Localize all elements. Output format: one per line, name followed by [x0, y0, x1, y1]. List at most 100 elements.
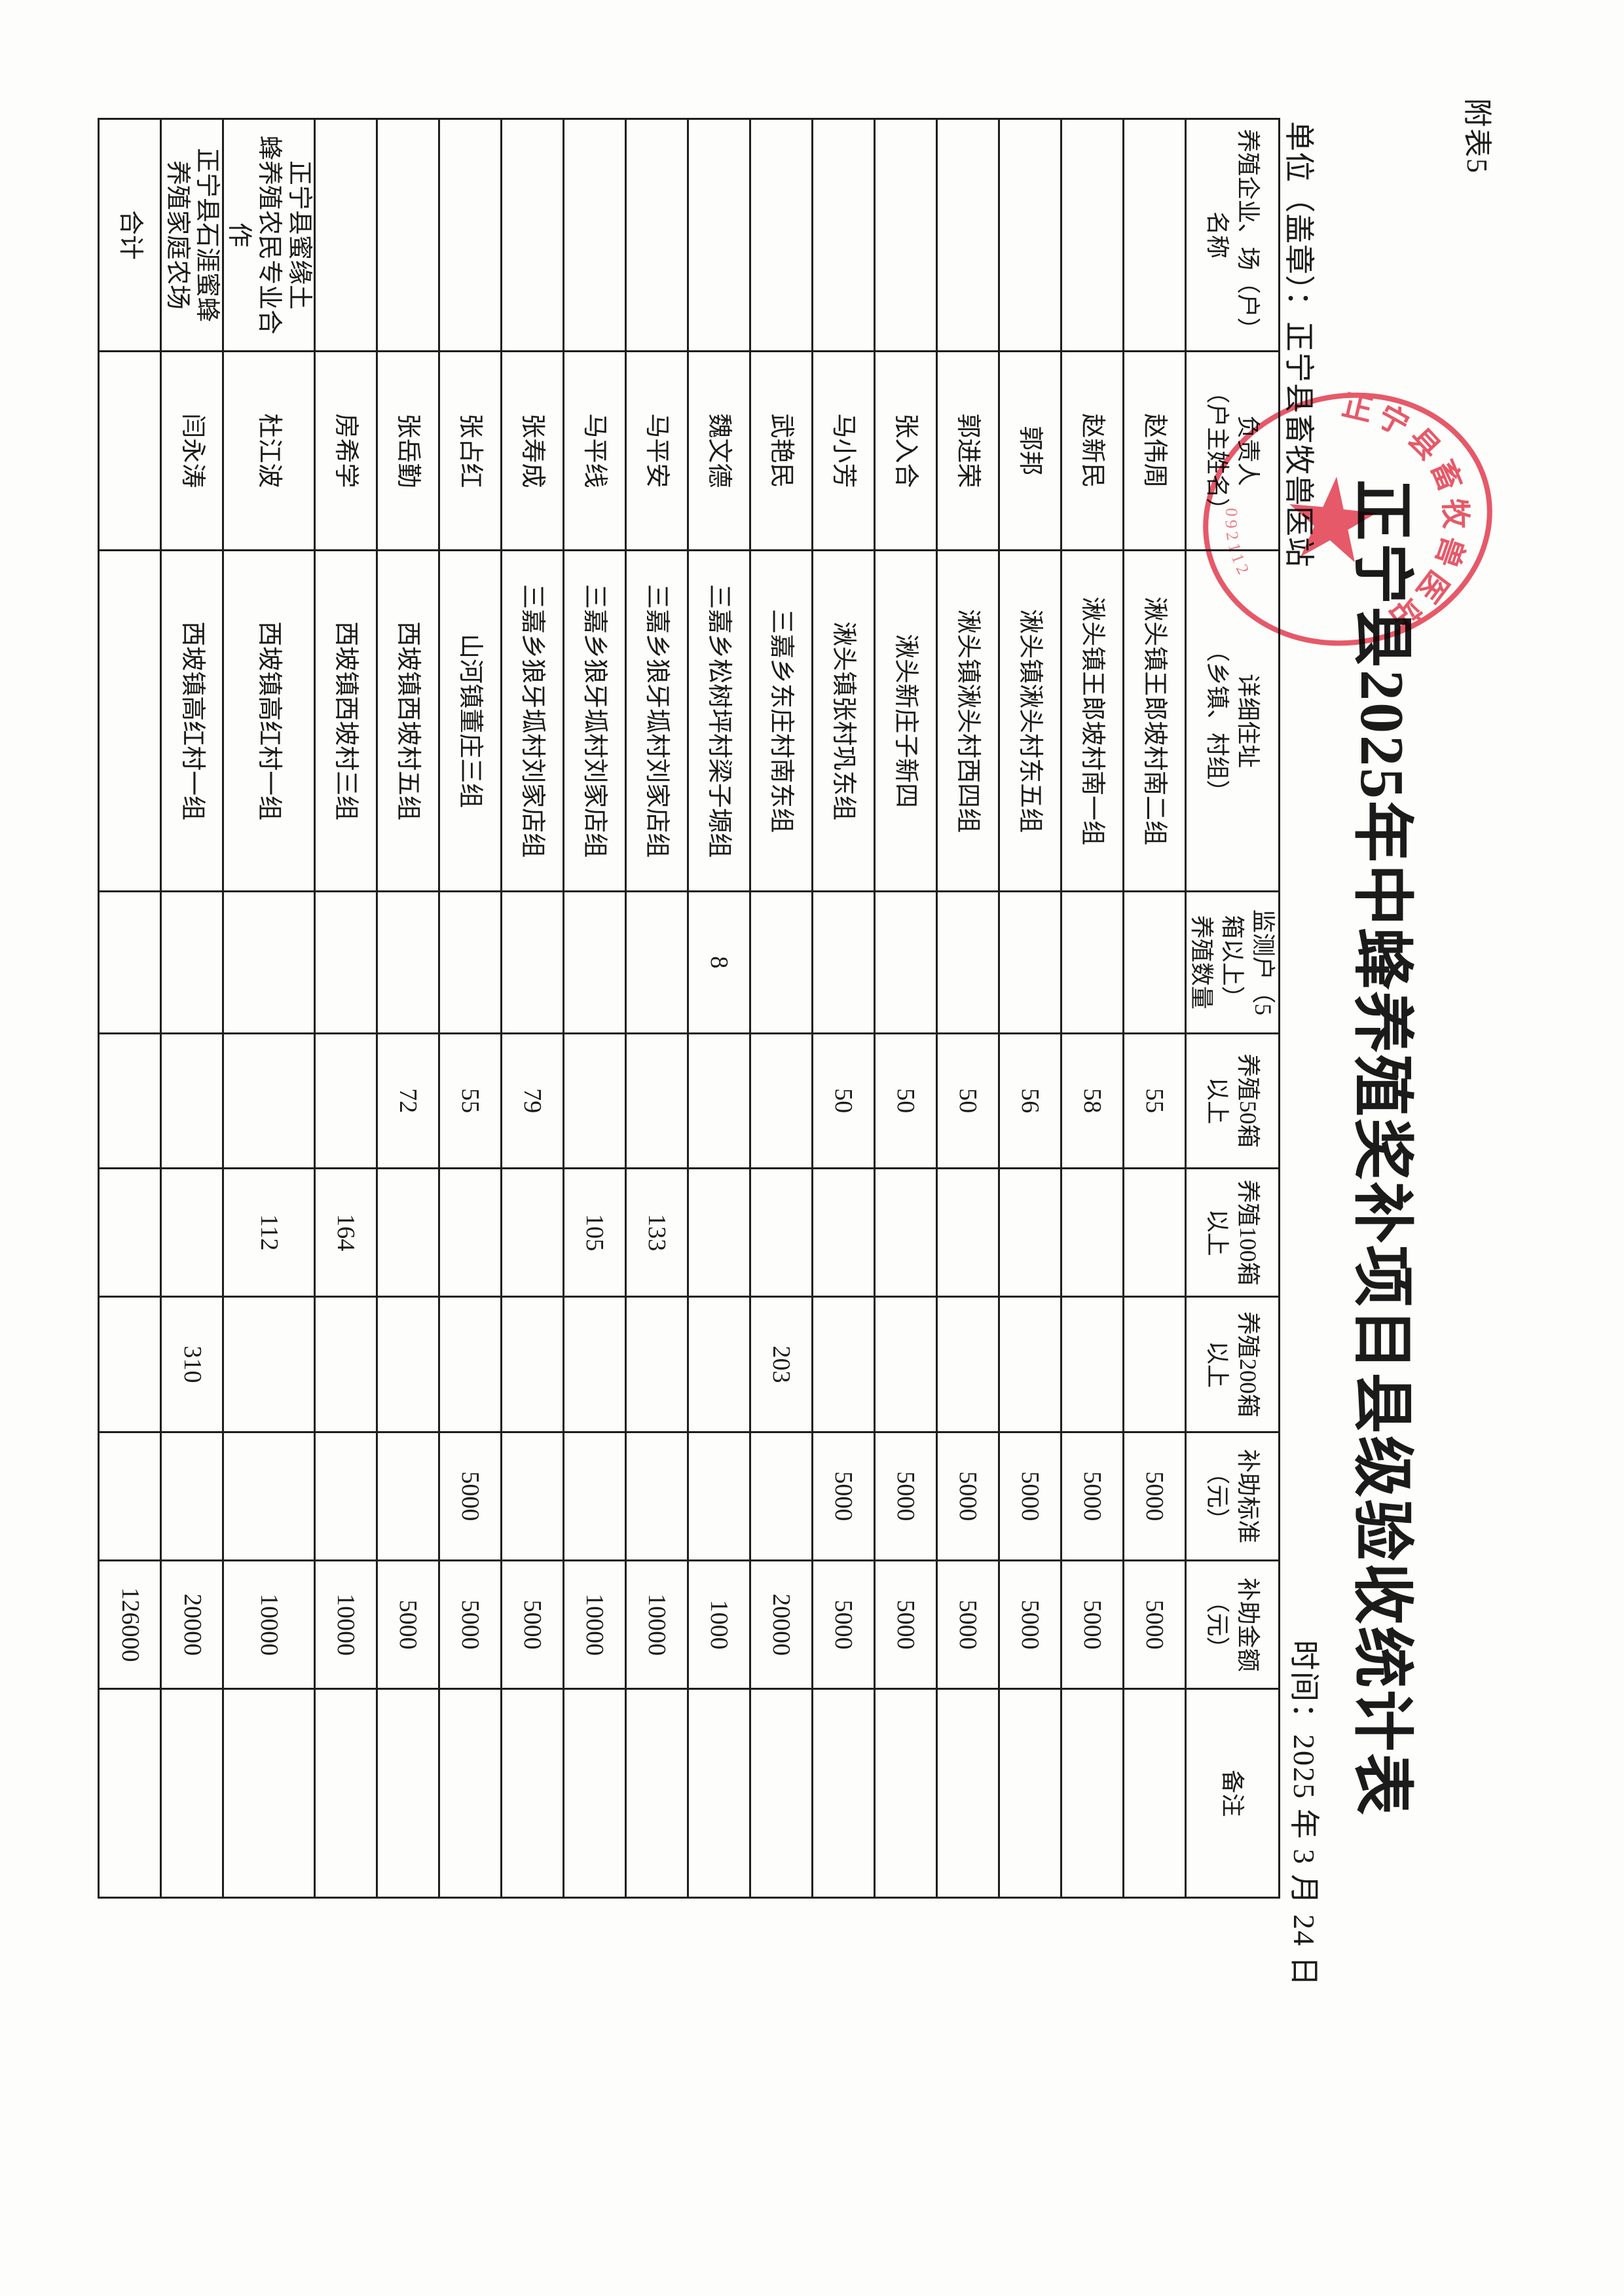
- box200-cell: [1123, 1296, 1186, 1432]
- address-cell: 三嘉乡狼牙坬村刘家店组: [563, 550, 626, 892]
- note-cell: [1123, 1688, 1186, 1898]
- standard-cell: 5000: [1061, 1432, 1124, 1561]
- date-line: 时间：2025 年 3 月 24 日: [1285, 1640, 1328, 1988]
- note-cell: [812, 1688, 875, 1898]
- box100-cell: 164: [314, 1168, 377, 1297]
- address-cell: 湫头新庄子新四: [874, 550, 937, 892]
- address-cell: 西坡镇西坡村三组: [314, 550, 377, 892]
- standard-cell: [314, 1432, 377, 1561]
- amount-cell: 5000: [812, 1560, 875, 1689]
- person-cell: 房希学: [314, 351, 377, 551]
- box100-cell: 105: [563, 1168, 626, 1297]
- standard-cell: 5000: [999, 1432, 1061, 1561]
- enterprise-cell: [501, 118, 564, 352]
- enterprise-cell: [439, 118, 502, 352]
- box50-cell: 55: [439, 1033, 502, 1169]
- total-row: 合计 126000: [98, 118, 161, 1898]
- box200-cell: [501, 1296, 564, 1432]
- box200-cell: [223, 1296, 315, 1432]
- box50-cell: [625, 1033, 688, 1169]
- table-row: 张占红 山河镇董庄三组 55 5000 5000: [439, 118, 502, 1898]
- enterprise-cell: [314, 118, 377, 352]
- note-cell: [439, 1688, 502, 1898]
- note-cell: [377, 1688, 439, 1898]
- table-row: 郭邦 湫头镇湫头村东五组 56 5000 5000: [999, 118, 1061, 1898]
- monitor-cell: [223, 891, 315, 1034]
- person-cell: 郭邦: [999, 351, 1061, 551]
- enterprise-cell: [377, 118, 439, 352]
- box50-cell: 72: [377, 1033, 439, 1169]
- box50-cell: 79: [501, 1033, 564, 1169]
- amount-cell: 10000: [223, 1560, 315, 1689]
- box200-cell: [812, 1296, 875, 1432]
- amount-cell: 10000: [625, 1560, 688, 1689]
- box200-cell: [563, 1296, 626, 1432]
- address-cell: 西坡镇高红村一组: [160, 550, 223, 892]
- box100-cell: [874, 1168, 937, 1297]
- monitor-cell: [439, 891, 502, 1034]
- amount-cell: 1000: [688, 1560, 750, 1689]
- person-cell: 马平安: [625, 351, 688, 551]
- standard-cell: 5000: [936, 1432, 999, 1561]
- note-cell: [1061, 1688, 1124, 1898]
- box200-cell: [688, 1296, 750, 1432]
- col-header-amount: 补助金额 （元）: [1185, 1560, 1280, 1689]
- amount-cell: 10000: [563, 1560, 626, 1689]
- amount-cell: 5000: [999, 1560, 1061, 1689]
- col-header-monitor: 监测户（5 箱以上） 养殖数量: [1185, 891, 1280, 1034]
- box100-cell: [501, 1168, 564, 1297]
- enterprise-cell: 合计: [98, 118, 161, 352]
- monitor-cell: [377, 891, 439, 1034]
- monitor-cell: [812, 891, 875, 1034]
- amount-cell: 5000: [874, 1560, 937, 1689]
- address-cell: 湫头镇王郎坡村南一组: [1061, 550, 1124, 892]
- col-header-note: 备注: [1185, 1688, 1280, 1898]
- box50-cell: [563, 1033, 626, 1169]
- monitor-cell: [936, 891, 999, 1034]
- table-header-row: 养殖企业、场（户） 名称 负责人 （户主姓名） 详细住址 （乡镇、村组） 监测户…: [1185, 118, 1280, 1898]
- note-cell: [936, 1688, 999, 1898]
- appendix-tag: 附表5: [1461, 98, 1493, 174]
- enterprise-cell: [812, 118, 875, 352]
- address-cell: 湫头镇王郎坡村南二组: [1123, 550, 1186, 892]
- table-row: 赵新民 湫头镇王郎坡村南一组 58 5000 5000: [1061, 118, 1124, 1898]
- table-row: 房希学 西坡镇西坡村三组 164 10000: [314, 118, 377, 1898]
- monitor-cell: [314, 891, 377, 1034]
- enterprise-cell: 正宁县石涯蜜蜂 养殖家庭农场: [160, 118, 223, 352]
- standard-cell: [501, 1432, 564, 1561]
- box100-cell: [1123, 1168, 1186, 1297]
- monitor-cell: [625, 891, 688, 1034]
- enterprise-cell: [936, 118, 999, 352]
- box100-cell: [812, 1168, 875, 1297]
- box100-cell: [98, 1168, 161, 1297]
- box50-cell: [314, 1033, 377, 1169]
- person-cell: 张入合: [874, 351, 937, 551]
- table-row: 正宁县蜜缘土 蜂养殖农民专业合作 杜江波 西坡镇高红村一组 112 10000: [223, 118, 315, 1898]
- enterprise-cell: [1061, 118, 1124, 352]
- enterprise-cell: [563, 118, 626, 352]
- box200-cell: [625, 1296, 688, 1432]
- amount-cell: 5000: [439, 1560, 502, 1689]
- amount-cell: 5000: [1123, 1560, 1186, 1689]
- amount-cell: 126000: [98, 1560, 161, 1689]
- box200-cell: 310: [160, 1296, 223, 1432]
- box200-cell: [314, 1296, 377, 1432]
- box50-cell: [688, 1033, 750, 1169]
- table-row: 郭进荣 湫头镇湫头村西四组 50 5000 5000: [936, 118, 999, 1898]
- box50-cell: 50: [936, 1033, 999, 1169]
- amount-cell: 5000: [1061, 1560, 1124, 1689]
- table-row: 武艳民 三嘉乡东庄村南东组 203 20000: [750, 118, 813, 1898]
- note-cell: [501, 1688, 564, 1898]
- box100-cell: [160, 1168, 223, 1297]
- note-cell: [750, 1688, 813, 1898]
- note-cell: [874, 1688, 937, 1898]
- person-cell: 赵伟周: [1123, 351, 1186, 551]
- box50-cell: 50: [874, 1033, 937, 1169]
- standard-cell: 5000: [812, 1432, 875, 1561]
- box100-cell: [439, 1168, 502, 1297]
- date-value: 2025 年 3 月 24 日: [1287, 1734, 1321, 1988]
- monitor-cell: [98, 891, 161, 1034]
- person-cell: 武艳民: [750, 351, 813, 551]
- person-cell: [98, 351, 161, 551]
